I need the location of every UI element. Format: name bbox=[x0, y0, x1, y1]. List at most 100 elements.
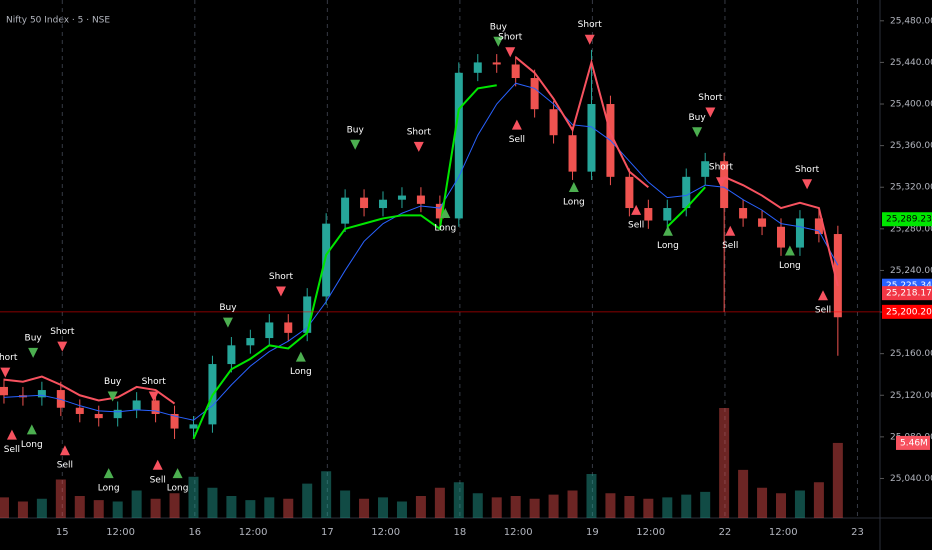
y-tick-label: 25,320.00 bbox=[890, 183, 932, 193]
candle-body bbox=[701, 161, 710, 177]
y-tick-label: 25,400.00 bbox=[890, 100, 932, 110]
volume-bar bbox=[93, 500, 104, 518]
candle-body bbox=[246, 338, 255, 346]
candle-body bbox=[758, 218, 767, 227]
volume-bar bbox=[510, 496, 521, 518]
volume-bar bbox=[283, 498, 294, 518]
volume-bar bbox=[776, 493, 786, 518]
volume-bar bbox=[112, 501, 123, 518]
signal-label: Buy bbox=[25, 333, 43, 343]
x-tick-label: 12:00 bbox=[636, 527, 665, 538]
candle-body bbox=[284, 322, 293, 333]
signal-label: Short bbox=[0, 353, 18, 363]
signal-label: Long bbox=[167, 484, 189, 494]
candle-body bbox=[814, 218, 823, 235]
volume-bar bbox=[681, 494, 692, 518]
volume-bar bbox=[302, 483, 313, 518]
volume-bar bbox=[169, 493, 180, 518]
x-tick-label: 18 bbox=[454, 527, 467, 538]
signal-marker bbox=[818, 290, 829, 301]
signal-marker bbox=[413, 141, 424, 152]
volume-bar bbox=[36, 498, 47, 518]
signal-label: Short bbox=[698, 93, 723, 103]
price-tag bbox=[882, 212, 932, 227]
signal-marker bbox=[493, 36, 504, 47]
y-tick-label: 25,040.00 bbox=[890, 474, 932, 484]
y-tick-label: 25,120.00 bbox=[890, 391, 932, 401]
volume-bar bbox=[340, 490, 351, 518]
signal-label: Long bbox=[657, 241, 679, 251]
signal-marker bbox=[440, 208, 451, 219]
volume-bar bbox=[586, 474, 597, 518]
volume-bar bbox=[415, 496, 426, 518]
signal-marker bbox=[631, 204, 642, 215]
signal-label: Long bbox=[563, 198, 585, 208]
candle-body bbox=[322, 223, 331, 297]
signal-marker bbox=[511, 119, 522, 130]
volume-bar bbox=[605, 493, 616, 518]
signal-label: Short bbox=[795, 165, 820, 175]
x-tick-label: 17 bbox=[321, 527, 334, 538]
volume-bar bbox=[396, 501, 407, 518]
candle-body bbox=[473, 62, 482, 73]
signal-marker bbox=[28, 347, 39, 358]
signal-marker bbox=[350, 139, 361, 150]
signal-marker bbox=[662, 225, 673, 236]
candle-body bbox=[397, 195, 406, 200]
signal-marker bbox=[26, 424, 37, 435]
volume-bar bbox=[529, 498, 540, 518]
candle-body bbox=[549, 109, 558, 136]
volume-bar bbox=[832, 442, 843, 518]
candle-body bbox=[151, 400, 160, 414]
x-tick-label: 12:00 bbox=[504, 527, 533, 538]
volume-tag-label: 5.46M bbox=[900, 438, 928, 448]
candle-body bbox=[454, 72, 463, 219]
volume-bar bbox=[434, 487, 445, 518]
x-tick-label: 12:00 bbox=[371, 527, 400, 538]
candle-body bbox=[303, 296, 312, 333]
volume-bar bbox=[0, 497, 9, 518]
price-tag bbox=[882, 304, 932, 319]
signal-marker bbox=[107, 391, 118, 402]
signal-label: Long bbox=[98, 484, 120, 494]
signal-marker bbox=[152, 459, 163, 470]
candle-body bbox=[0, 386, 8, 396]
signal-label: Buy bbox=[490, 22, 508, 32]
volume-tag bbox=[896, 435, 930, 450]
volume-bar bbox=[17, 501, 28, 518]
indicator-line bbox=[192, 84, 706, 440]
candle-body bbox=[360, 197, 369, 209]
volume-bar bbox=[624, 496, 635, 518]
candle-body bbox=[189, 424, 198, 429]
volume-bar bbox=[643, 498, 654, 518]
signal-marker bbox=[584, 34, 595, 45]
volume-bar bbox=[453, 482, 464, 518]
signal-label: Long bbox=[21, 440, 43, 450]
signal-marker bbox=[505, 47, 516, 58]
volume-bar bbox=[662, 497, 673, 518]
candle-body bbox=[435, 203, 444, 219]
signal-marker bbox=[148, 391, 159, 402]
signal-label: Short bbox=[269, 272, 294, 282]
signal-marker bbox=[222, 317, 233, 328]
candle-body bbox=[170, 413, 179, 429]
x-tick-label: 19 bbox=[586, 527, 599, 538]
volume-bar bbox=[226, 496, 237, 518]
signal-marker bbox=[715, 177, 726, 188]
candle-body bbox=[739, 208, 748, 219]
x-tick-label: 15 bbox=[56, 527, 69, 538]
candle-body bbox=[94, 413, 103, 419]
signal-marker bbox=[725, 225, 736, 236]
volume-bar bbox=[794, 490, 805, 518]
volume-bar bbox=[359, 498, 370, 518]
signal-label: Short bbox=[142, 377, 167, 387]
candle-body bbox=[777, 226, 785, 248]
y-tick-label: 25,160.00 bbox=[890, 349, 932, 359]
volume-bar bbox=[245, 500, 256, 518]
candle-body bbox=[644, 208, 653, 221]
signal-label: Long bbox=[290, 367, 312, 377]
signal-label: Short bbox=[407, 127, 432, 137]
volume-bar bbox=[131, 490, 142, 518]
